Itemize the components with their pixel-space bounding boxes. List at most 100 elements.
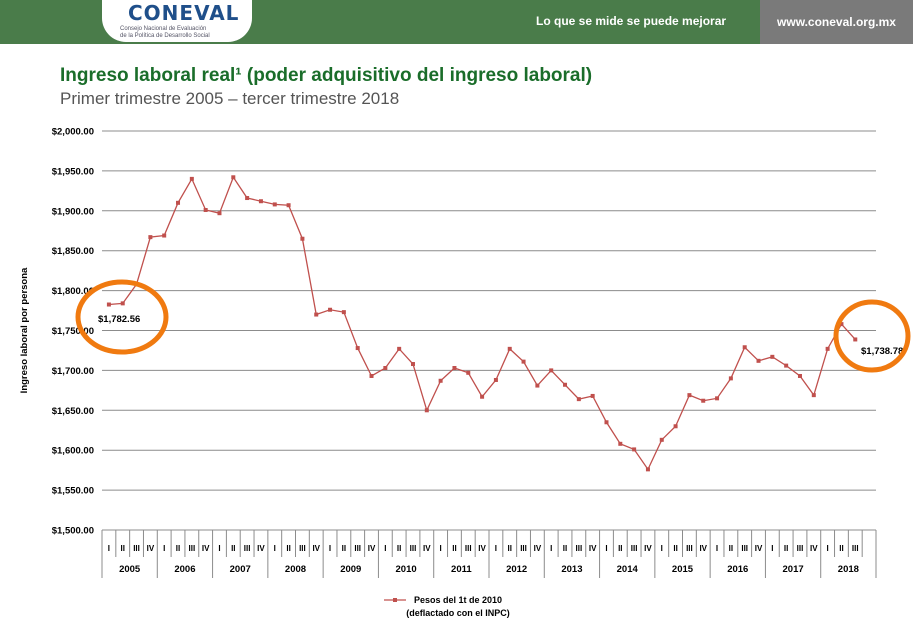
data-point bbox=[687, 393, 692, 398]
y-tick-label: $1,800.00 bbox=[52, 286, 94, 297]
data-point bbox=[493, 377, 498, 382]
quarter-label: III bbox=[576, 544, 583, 553]
data-point bbox=[742, 345, 747, 350]
y-tick-label: $1,750.00 bbox=[52, 326, 94, 337]
quarter-label: III bbox=[354, 544, 361, 553]
data-point bbox=[604, 420, 609, 425]
quarter-label: IV bbox=[644, 544, 652, 553]
data-point bbox=[120, 301, 125, 306]
data-point bbox=[853, 337, 858, 342]
quarter-label: III bbox=[244, 544, 251, 553]
year-label: 2009 bbox=[340, 564, 361, 575]
quarter-label: III bbox=[189, 544, 196, 553]
quarter-label: I bbox=[329, 544, 331, 553]
quarter-label: II bbox=[121, 544, 125, 553]
series-line bbox=[108, 175, 856, 471]
year-label: 2018 bbox=[838, 564, 859, 575]
data-point bbox=[217, 211, 222, 216]
quarter-label: IV bbox=[257, 544, 265, 553]
data-point bbox=[563, 382, 568, 387]
data-point bbox=[825, 346, 830, 351]
highlight-circle-start bbox=[75, 279, 169, 355]
data-point bbox=[258, 199, 263, 204]
year-label: 2013 bbox=[561, 564, 582, 575]
slide-title: Ingreso laboral real¹ (poder adquisitivo… bbox=[60, 65, 593, 86]
y-axis-label: Ingreso laboral por persona bbox=[19, 267, 30, 393]
quarter-label: I bbox=[827, 544, 829, 553]
y-tick-label: $1,500.00 bbox=[52, 526, 94, 537]
quarter-label: II bbox=[342, 544, 346, 553]
data-point bbox=[715, 396, 720, 401]
data-point bbox=[341, 310, 346, 315]
quarter-label: I bbox=[661, 544, 663, 553]
data-point bbox=[245, 196, 250, 201]
data-point bbox=[590, 393, 595, 398]
quarter-label: II bbox=[176, 544, 180, 553]
data-point bbox=[784, 363, 789, 368]
y-tick-label: $1,850.00 bbox=[52, 246, 94, 257]
data-point bbox=[756, 358, 761, 363]
quarter-label: II bbox=[452, 544, 456, 553]
data-point bbox=[618, 441, 623, 446]
quarter-label: III bbox=[741, 544, 748, 553]
quarter-label: IV bbox=[423, 544, 431, 553]
data-point bbox=[314, 312, 319, 317]
highlight-circle-end bbox=[833, 299, 911, 373]
quarter-label: I bbox=[440, 544, 442, 553]
data-point bbox=[162, 233, 167, 238]
quarter-label: III bbox=[631, 544, 638, 553]
data-point bbox=[701, 398, 706, 403]
quarter-label: IV bbox=[755, 544, 763, 553]
legend-label-2: (deflactado con el INPC) bbox=[406, 608, 510, 618]
slogan: Lo que se mide se puede mejorar bbox=[536, 14, 727, 28]
quarter-label: III bbox=[410, 544, 417, 553]
quarter-label: II bbox=[839, 544, 843, 553]
quarter-label: I bbox=[108, 544, 110, 553]
data-point bbox=[286, 203, 291, 208]
quarter-label: I bbox=[716, 544, 718, 553]
data-point bbox=[839, 322, 844, 327]
quarter-label: IV bbox=[147, 544, 155, 553]
year-label: 2005 bbox=[119, 564, 141, 575]
quarter-label: I bbox=[605, 544, 607, 553]
data-point bbox=[328, 307, 333, 312]
data-point bbox=[300, 236, 305, 241]
data-point bbox=[645, 467, 650, 472]
quarter-label: IV bbox=[810, 544, 818, 553]
quarter-label: IV bbox=[312, 544, 320, 553]
quarter-label: III bbox=[299, 544, 306, 553]
quarter-label: II bbox=[618, 544, 622, 553]
data-point bbox=[231, 175, 236, 180]
slide-subtitle: Primer trimestre 2005 – tercer trimestre… bbox=[60, 89, 400, 108]
data-point bbox=[410, 362, 415, 367]
logo-wordmark: CONEVAL bbox=[128, 1, 240, 25]
quarter-label: I bbox=[274, 544, 276, 553]
data-point bbox=[521, 359, 526, 364]
quarter-label: III bbox=[133, 544, 140, 553]
quarter-label: IV bbox=[534, 544, 542, 553]
data-point bbox=[466, 370, 471, 375]
website-url[interactable]: www.coneval.org.mx bbox=[760, 0, 913, 44]
year-label: 2014 bbox=[617, 564, 639, 575]
quarter-label: III bbox=[686, 544, 693, 553]
year-label: 2017 bbox=[783, 564, 804, 575]
data-point bbox=[728, 376, 733, 381]
quarter-label: II bbox=[397, 544, 401, 553]
data-point bbox=[549, 368, 554, 373]
quarter-label: II bbox=[784, 544, 788, 553]
quarter-label: II bbox=[508, 544, 512, 553]
quarter-label: I bbox=[218, 544, 220, 553]
y-tick-label: $2,000.00 bbox=[52, 127, 94, 138]
data-point bbox=[797, 373, 802, 378]
quarter-label: I bbox=[550, 544, 552, 553]
logo-subtitle-2: de la Política de Desarrollo Social bbox=[120, 33, 210, 39]
quarter-label: III bbox=[852, 544, 859, 553]
data-point bbox=[383, 366, 388, 371]
year-label: 2015 bbox=[672, 564, 694, 575]
data-point bbox=[148, 235, 153, 240]
data-point bbox=[438, 378, 443, 383]
data-label-end: $1,738.78 bbox=[861, 346, 903, 357]
data-point bbox=[673, 424, 678, 429]
coneval-logo: CONEVAL Consejo Nacional de Evaluación d… bbox=[100, 0, 254, 44]
year-label: 2008 bbox=[285, 564, 306, 575]
